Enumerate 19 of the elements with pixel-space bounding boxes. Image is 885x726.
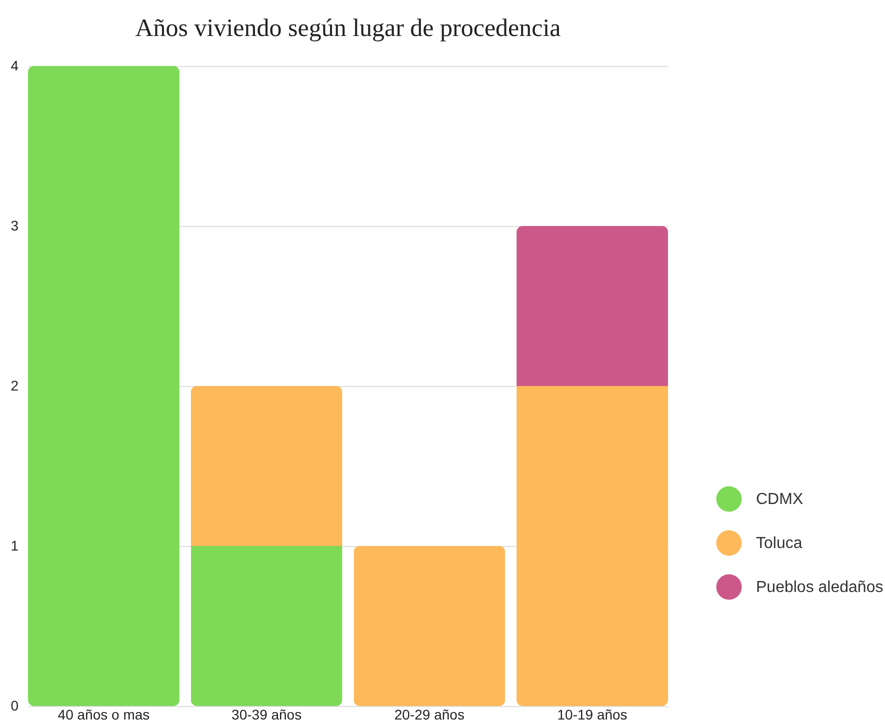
y-tick-label: 3 xyxy=(10,218,19,234)
x-tick-label: 30-39 años xyxy=(232,706,302,722)
y-tick-label: 0 xyxy=(10,698,19,714)
legend-label: CDMX xyxy=(756,491,804,508)
legend-label: Pueblos aledaños xyxy=(756,579,884,596)
bar xyxy=(516,226,668,386)
x-tick-label: 10-19 años xyxy=(557,706,628,722)
bar xyxy=(354,546,506,706)
y-tick-label: 1 xyxy=(10,538,19,554)
x-tick-label: 20-29 años xyxy=(394,706,464,722)
bar xyxy=(190,386,342,546)
chart-title: Años viviendo según lugar de procedencia xyxy=(135,15,561,42)
y-tick-label: 2 xyxy=(10,378,19,394)
legend-label: Toluca xyxy=(756,535,802,552)
y-tick-label: 4 xyxy=(10,58,19,74)
x-tick-label: 40 años o mas xyxy=(58,706,150,722)
bar xyxy=(190,546,342,706)
bar xyxy=(28,66,180,706)
bar xyxy=(516,386,668,706)
